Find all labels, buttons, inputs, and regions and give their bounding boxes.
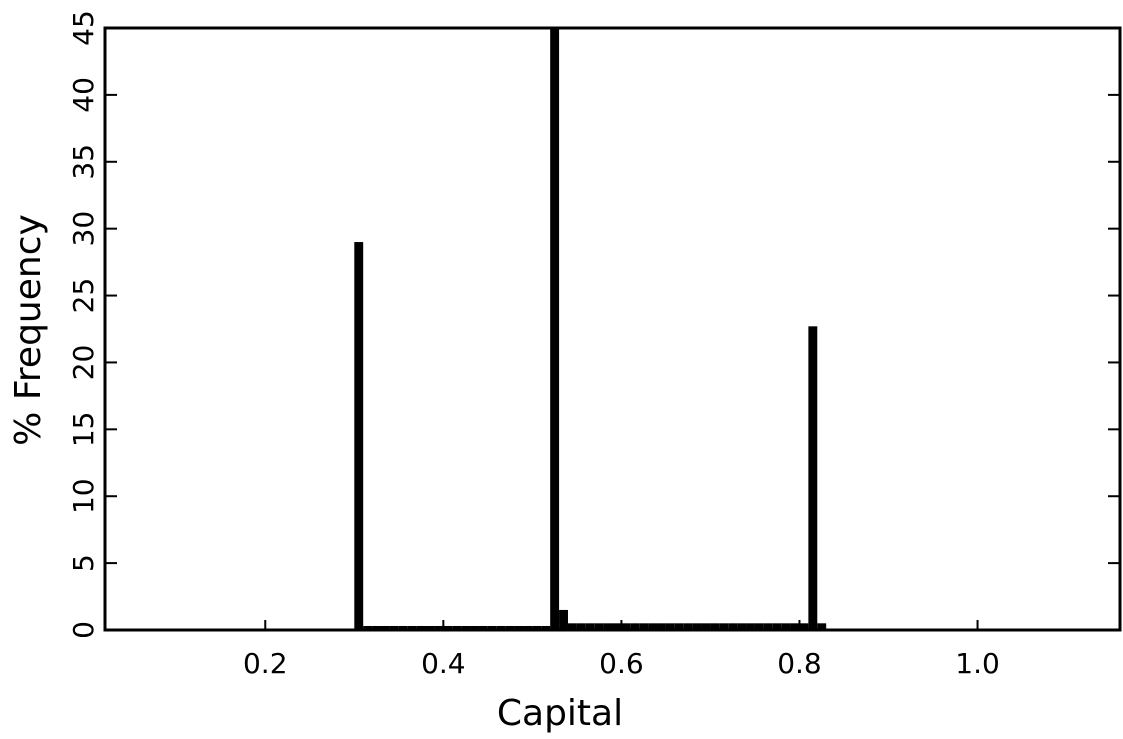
bar [550,28,560,630]
bar [381,625,390,630]
bar [567,623,577,630]
y-tick-label: 35 [67,144,100,180]
bar [478,625,488,630]
x-tick-label: 0.4 [421,647,466,680]
bar [559,609,568,630]
bar [372,625,382,630]
bar [763,623,773,630]
x-tick-label: 1.0 [955,647,1000,680]
bar [532,625,542,630]
bar [585,623,595,630]
bar [790,623,800,630]
bar [461,625,471,630]
bar [576,623,586,630]
bar [407,625,417,630]
bar [817,623,827,630]
bar [692,623,702,630]
y-tick-label: 10 [67,478,100,514]
bar [719,623,729,630]
bar [781,623,791,630]
bar [452,625,462,630]
x-tick-label: 0.6 [599,647,644,680]
bar [683,623,693,630]
bar [674,623,684,630]
bar [710,623,720,630]
bar [541,625,551,630]
y-axis-label: % Frequency [8,214,49,446]
bar [398,625,408,630]
y-tick-label: 40 [67,77,100,113]
bar [746,623,755,630]
bar [754,623,764,630]
y-tick-label: 0 [67,621,100,639]
bar [514,625,524,630]
bar [505,625,515,630]
bar [808,326,818,630]
bar [772,623,782,630]
x-axis-label: Capital [497,693,623,734]
bar [487,625,497,630]
bar [603,623,613,630]
bar [648,623,658,630]
x-tick-label: 0.8 [777,647,822,680]
bar [523,625,533,630]
bar [621,623,631,630]
bar [363,625,373,630]
bar [657,623,666,630]
bar [639,623,649,630]
bar [470,625,479,630]
bar [737,623,747,630]
x-tick-label: 0.2 [243,647,288,680]
bar [728,623,738,630]
bar [389,625,399,630]
bar [612,623,622,630]
y-tick-label: 20 [67,345,100,381]
y-tick-label: 15 [67,412,100,448]
bar [434,625,444,630]
bar [594,623,604,630]
y-tick-label: 45 [67,10,100,46]
bar [443,625,453,630]
bar [425,625,435,630]
bar [701,623,711,630]
bar [799,623,809,630]
y-tick-label: 30 [67,211,100,247]
bar [354,242,364,631]
bar [496,625,506,630]
y-tick-label: 25 [67,278,100,314]
bar [630,623,640,630]
bar [665,623,675,630]
y-tick-label: 5 [67,554,100,572]
plot-frame [103,26,1122,632]
bar [416,625,426,630]
